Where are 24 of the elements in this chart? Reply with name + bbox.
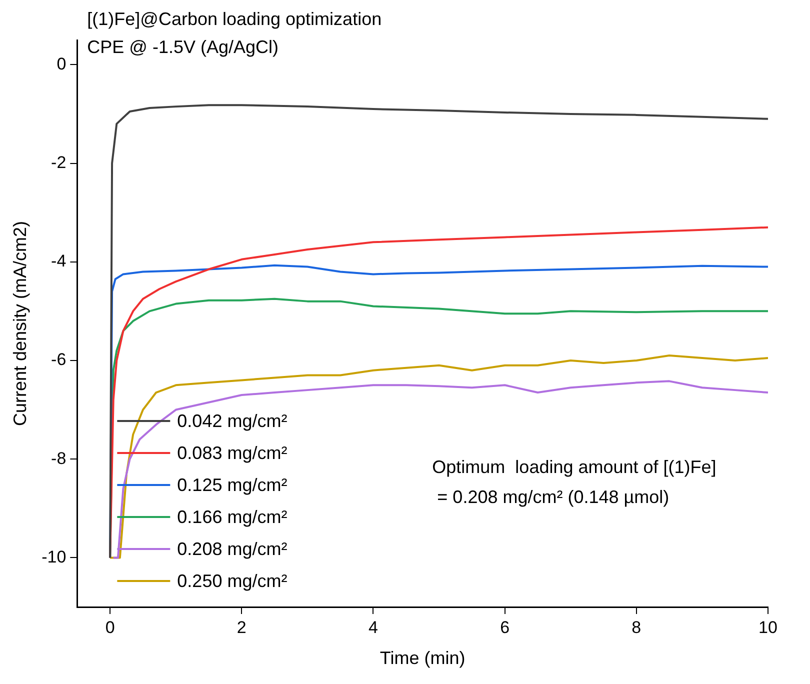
y-tick-label: -2	[51, 152, 66, 172]
legend-label: 0.083 mg/cm²	[177, 443, 288, 463]
x-tick-label: 2	[236, 618, 246, 637]
y-axis-title: Current density (mA/cm2)	[10, 220, 30, 426]
legend-label: 0.166 mg/cm²	[177, 507, 288, 527]
y-tick-label: -6	[51, 350, 66, 370]
annotation: = 0.208 mg/cm² (0.148 µmol)	[437, 487, 670, 507]
x-axis-title: Time (min)	[380, 648, 466, 668]
chart-title: [(1)Fe]@Carbon loading optimization	[87, 9, 382, 29]
legend-label: 0.125 mg/cm²	[177, 475, 288, 495]
y-tick-label: 0	[56, 54, 66, 74]
annotation: Optimum loading amount of [(1)Fe]	[432, 457, 716, 477]
legend-label: 0.042 mg/cm²	[177, 411, 288, 431]
x-tick-label: 10	[758, 618, 778, 637]
legend-label: 0.250 mg/cm²	[177, 571, 288, 591]
x-tick-label: 4	[368, 618, 378, 637]
chart-subtitle: CPE @ -1.5V (Ag/AgCl)	[87, 37, 279, 57]
x-tick-label: 8	[632, 618, 642, 637]
y-tick-label: -4	[51, 252, 66, 271]
y-tick-label: -8	[51, 448, 66, 468]
y-tick-label: -10	[42, 547, 66, 566]
legend-label: 0.208 mg/cm²	[177, 539, 288, 559]
x-tick-label: 6	[500, 618, 510, 637]
x-tick-label: 0	[105, 618, 115, 637]
